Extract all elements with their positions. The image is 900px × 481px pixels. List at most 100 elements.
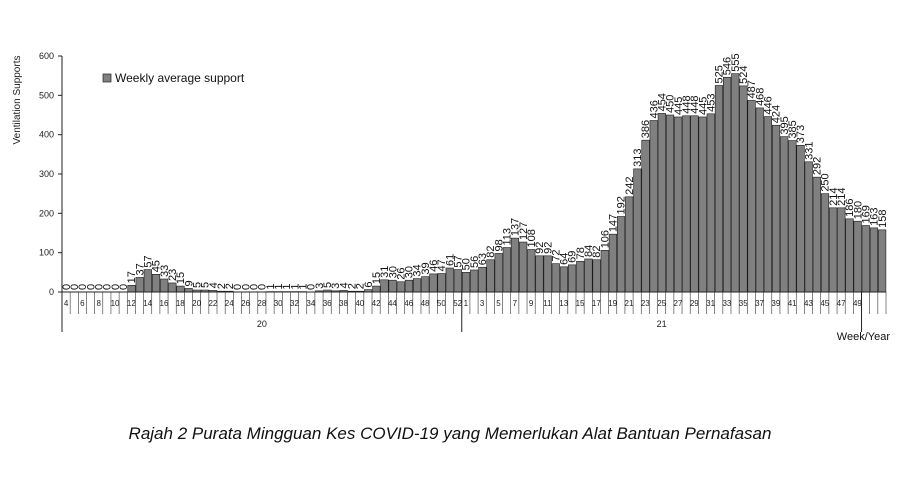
legend-label: Weekly average support — [115, 71, 245, 85]
x-tick-label: 8 — [96, 299, 101, 308]
data-label: 57 — [143, 255, 155, 267]
data-label: 0 — [77, 284, 89, 290]
data-label: 292 — [812, 157, 824, 175]
bar — [682, 115, 691, 293]
bar — [755, 107, 764, 293]
x-tick-label: 4 — [64, 299, 69, 308]
x-tick-label: 42 — [372, 299, 381, 308]
data-label: 546 — [722, 57, 734, 75]
data-label: 106 — [599, 230, 611, 248]
data-label: 1 — [289, 283, 301, 289]
data-label: 1 — [281, 283, 293, 289]
x-tick-label: 49 — [853, 299, 862, 308]
bar — [845, 218, 854, 293]
data-label: 313 — [632, 149, 644, 167]
y-tick-label: 400 — [39, 130, 54, 140]
x-tick-label: 52 — [453, 299, 462, 308]
x-tick-label: 16 — [160, 299, 169, 308]
bar — [592, 259, 601, 293]
data-label: 31 — [379, 266, 391, 278]
data-label: 17 — [126, 271, 138, 283]
x-tick-label: 30 — [274, 299, 283, 308]
x-tick-label: 11 — [543, 299, 552, 308]
bar — [788, 140, 797, 293]
data-label: 84 — [583, 245, 595, 257]
x-tick-label: 28 — [257, 299, 266, 308]
data-label: 15 — [175, 272, 187, 284]
bar — [796, 144, 805, 293]
x-tick-label: 39 — [771, 299, 780, 308]
bar — [837, 207, 846, 293]
data-label: 180 — [852, 201, 864, 219]
x-tick-label: 13 — [559, 299, 568, 308]
data-label: 0 — [306, 284, 318, 290]
data-label: 446 — [763, 96, 775, 114]
data-label: 163 — [869, 208, 881, 226]
bar — [869, 227, 879, 293]
x-tick-label: 47 — [837, 299, 846, 308]
data-label: 63 — [477, 253, 489, 265]
data-label: 436 — [648, 100, 660, 118]
bar — [804, 161, 813, 293]
x-axis: 4 6 8 10 12 14 16 18 20 22 24 26 28 30 32 34 36 38 40 42 44 4… — [61, 291, 887, 332]
data-label: 454 — [656, 93, 668, 111]
bar — [478, 266, 487, 293]
bar — [429, 273, 438, 293]
data-label: 0 — [102, 284, 114, 290]
bar — [404, 279, 414, 293]
bar — [649, 120, 658, 293]
x-axis-label: Week/Year — [837, 331, 891, 343]
x-tick-label: 6 — [80, 299, 85, 308]
data-label: 3 — [314, 283, 326, 289]
x-tick-label: 22 — [208, 299, 217, 308]
data-label: 525 — [714, 65, 726, 83]
x-tick-label: 25 — [657, 299, 666, 308]
x-tick-label: 44 — [388, 299, 397, 308]
data-label: 108 — [526, 229, 538, 247]
x-tick-label: 10 — [111, 299, 120, 308]
data-label: 331 — [803, 141, 815, 159]
data-label: 3 — [330, 283, 342, 289]
data-label: 395 — [779, 116, 791, 134]
x-tick-label: 34 — [306, 299, 315, 308]
bar — [470, 269, 479, 293]
data-label: 37 — [134, 263, 146, 275]
x-tick-label: 14 — [143, 299, 152, 308]
bar — [861, 225, 870, 293]
data-label: 192 — [616, 196, 628, 214]
x-tick-label: 20 — [192, 299, 201, 308]
x-tick-label: 23 — [641, 299, 650, 308]
bar — [576, 261, 585, 293]
bar — [494, 253, 503, 293]
data-label: 0 — [94, 284, 106, 290]
data-label: 113 — [501, 228, 513, 246]
x-tick-label: 18 — [176, 299, 185, 308]
y-tick-label: 100 — [39, 248, 54, 258]
x-tick-label: 40 — [355, 299, 364, 308]
bar — [853, 220, 862, 293]
data-label: 33 — [159, 265, 171, 277]
data-label: 158 — [877, 209, 889, 227]
data-label: 9 — [183, 280, 195, 286]
x-tick-label: 37 — [755, 299, 764, 308]
x-tick-label: 33 — [722, 299, 731, 308]
bar — [437, 273, 446, 293]
data-label: 0 — [69, 284, 81, 290]
bar — [731, 73, 740, 293]
bar — [421, 276, 430, 293]
x-tick-label: 24 — [225, 299, 234, 308]
data-label: 169 — [860, 205, 872, 223]
y-tick-label: 500 — [39, 90, 54, 100]
x-tick-label: 38 — [339, 299, 348, 308]
data-label: 0 — [110, 284, 122, 290]
data-label: 487 — [746, 80, 758, 98]
figure-caption: Rajah 2 Purata Mingguan Kes COVID-19 yan… — [128, 424, 772, 443]
data-label: 468 — [754, 88, 766, 106]
y-tick-label: 600 — [39, 51, 54, 61]
data-label: 57 — [453, 255, 465, 267]
data-label: 127 — [518, 222, 530, 240]
bar — [763, 116, 772, 293]
data-label: 64 — [559, 253, 571, 265]
x-tick-label: 21 — [625, 299, 634, 308]
data-label: 0 — [257, 284, 269, 290]
